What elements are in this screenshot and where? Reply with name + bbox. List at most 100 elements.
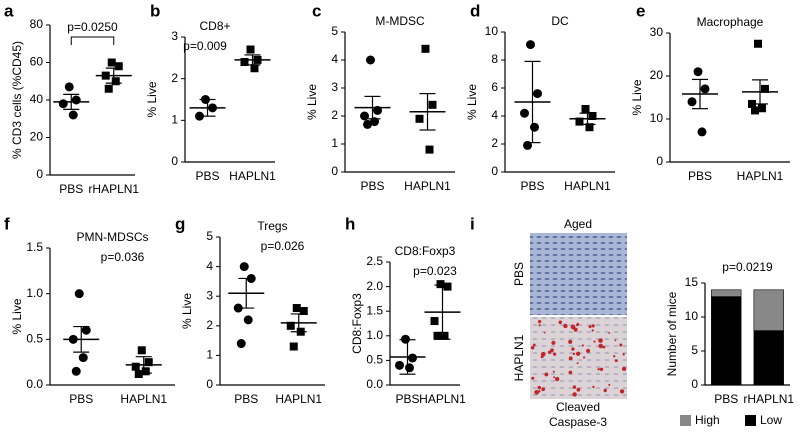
stain-spot bbox=[575, 351, 581, 356]
data-point bbox=[78, 353, 88, 363]
panel-title: M-MDSC bbox=[375, 14, 425, 28]
data-point bbox=[575, 117, 584, 126]
panel-label: f bbox=[4, 214, 10, 233]
x-tick-label: HAPLN1 bbox=[419, 392, 466, 406]
legend-label: Low bbox=[760, 413, 782, 427]
stain-spot bbox=[591, 329, 594, 332]
annotation: p=0.023 bbox=[413, 264, 457, 278]
x-tick-label: HAPLN1 bbox=[404, 179, 451, 193]
y-tick-label: 0.5 bbox=[26, 332, 43, 346]
stain-spot bbox=[571, 347, 575, 351]
data-point bbox=[104, 84, 113, 93]
data-point bbox=[520, 108, 529, 118]
caption: Cleaved bbox=[556, 400, 600, 414]
y-tick-label: 0 bbox=[36, 167, 43, 181]
row-label: HAPLN1 bbox=[512, 334, 526, 381]
caption: Caspase-3 bbox=[549, 415, 607, 429]
data-point bbox=[131, 362, 140, 371]
data-point bbox=[758, 104, 766, 113]
x-tick-label: PBS bbox=[520, 179, 544, 193]
data-point bbox=[395, 360, 404, 370]
x-tick-label: rHAPLN1 bbox=[743, 392, 794, 406]
data-point bbox=[408, 353, 417, 363]
stain-spot bbox=[558, 320, 563, 325]
y-tick-label: 20 bbox=[650, 68, 664, 82]
y-tick-label: 20 bbox=[30, 130, 44, 144]
bar-segment bbox=[753, 289, 784, 331]
data-point bbox=[526, 40, 535, 50]
data-point bbox=[114, 62, 123, 71]
y-tick-label: 0.0 bbox=[26, 377, 43, 391]
y-tick-label: 5 bbox=[691, 343, 698, 357]
panel-label: h bbox=[345, 214, 355, 233]
stain-spot bbox=[576, 387, 581, 392]
data-point bbox=[236, 339, 246, 349]
error-bar bbox=[399, 339, 416, 375]
panel-label: i bbox=[470, 214, 475, 233]
data-point bbox=[425, 145, 434, 154]
data-point bbox=[761, 84, 769, 93]
stain-spot bbox=[621, 366, 627, 372]
histology-pbs bbox=[530, 233, 627, 315]
data-point bbox=[530, 122, 539, 132]
data-point bbox=[405, 363, 414, 373]
significance-bracket bbox=[70, 36, 115, 45]
y-axis-label: Number of mice bbox=[665, 291, 679, 376]
x-tick-label: HAPLN1 bbox=[275, 392, 322, 406]
data-point bbox=[107, 58, 116, 67]
panel-title: Tregs bbox=[257, 219, 287, 233]
stain-spot bbox=[534, 389, 540, 395]
stain-spot bbox=[563, 323, 568, 329]
stain-spot bbox=[599, 367, 604, 371]
y-axis-label: % Live bbox=[630, 79, 644, 115]
stain-spot bbox=[547, 350, 552, 354]
stain-spot bbox=[532, 343, 536, 347]
data-point bbox=[64, 82, 74, 92]
stain-spot bbox=[568, 356, 573, 361]
data-point bbox=[436, 280, 445, 289]
y-tick-label: 2 bbox=[331, 108, 338, 122]
y-tick-label: 1.0 bbox=[26, 286, 43, 300]
data-point bbox=[81, 325, 91, 335]
stain-spot bbox=[551, 340, 556, 345]
y-tick-label: 2 bbox=[171, 71, 178, 85]
data-point bbox=[68, 110, 78, 120]
data-point bbox=[286, 321, 295, 330]
y-tick-label: 0 bbox=[171, 154, 178, 168]
stain-spot bbox=[614, 339, 617, 342]
y-tick-label: 5 bbox=[331, 24, 338, 38]
stain-spot bbox=[619, 389, 625, 394]
stain-spot bbox=[572, 352, 576, 356]
data-point bbox=[443, 282, 452, 291]
error-bar bbox=[752, 79, 768, 105]
stain-spots bbox=[530, 319, 627, 397]
panel-label: b bbox=[150, 1, 160, 20]
panel-label: d bbox=[470, 1, 480, 20]
y-tick-label: 2 bbox=[491, 136, 498, 150]
data-point bbox=[430, 317, 439, 326]
stain-spot bbox=[613, 355, 616, 358]
error-bar bbox=[579, 112, 596, 126]
y-tick-label: 1 bbox=[171, 113, 178, 127]
stain-spot bbox=[540, 355, 544, 359]
data-point bbox=[71, 366, 81, 376]
stain-spot bbox=[537, 385, 542, 390]
y-tick-label: 1.0 bbox=[366, 328, 383, 342]
y-tick-label: 80 bbox=[30, 17, 44, 31]
stain-spot bbox=[576, 362, 579, 365]
y-tick-label: 0 bbox=[491, 164, 498, 178]
y-axis-label: % Live bbox=[145, 81, 159, 117]
stain-spot bbox=[581, 344, 584, 347]
annotation: p=0.009 bbox=[183, 39, 227, 53]
y-tick-label: 4 bbox=[206, 259, 213, 273]
data-point bbox=[144, 358, 153, 367]
y-axis-label: CD8:Foxp3 bbox=[350, 293, 364, 354]
y-axis-label: % Live bbox=[305, 84, 319, 120]
y-tick-label: 0 bbox=[656, 154, 663, 168]
y-tick-label: 0 bbox=[331, 164, 338, 178]
stain-spot bbox=[592, 385, 595, 389]
y-axis-label: % Live bbox=[10, 298, 24, 334]
data-point bbox=[700, 84, 710, 94]
panel-label: e bbox=[636, 1, 645, 20]
